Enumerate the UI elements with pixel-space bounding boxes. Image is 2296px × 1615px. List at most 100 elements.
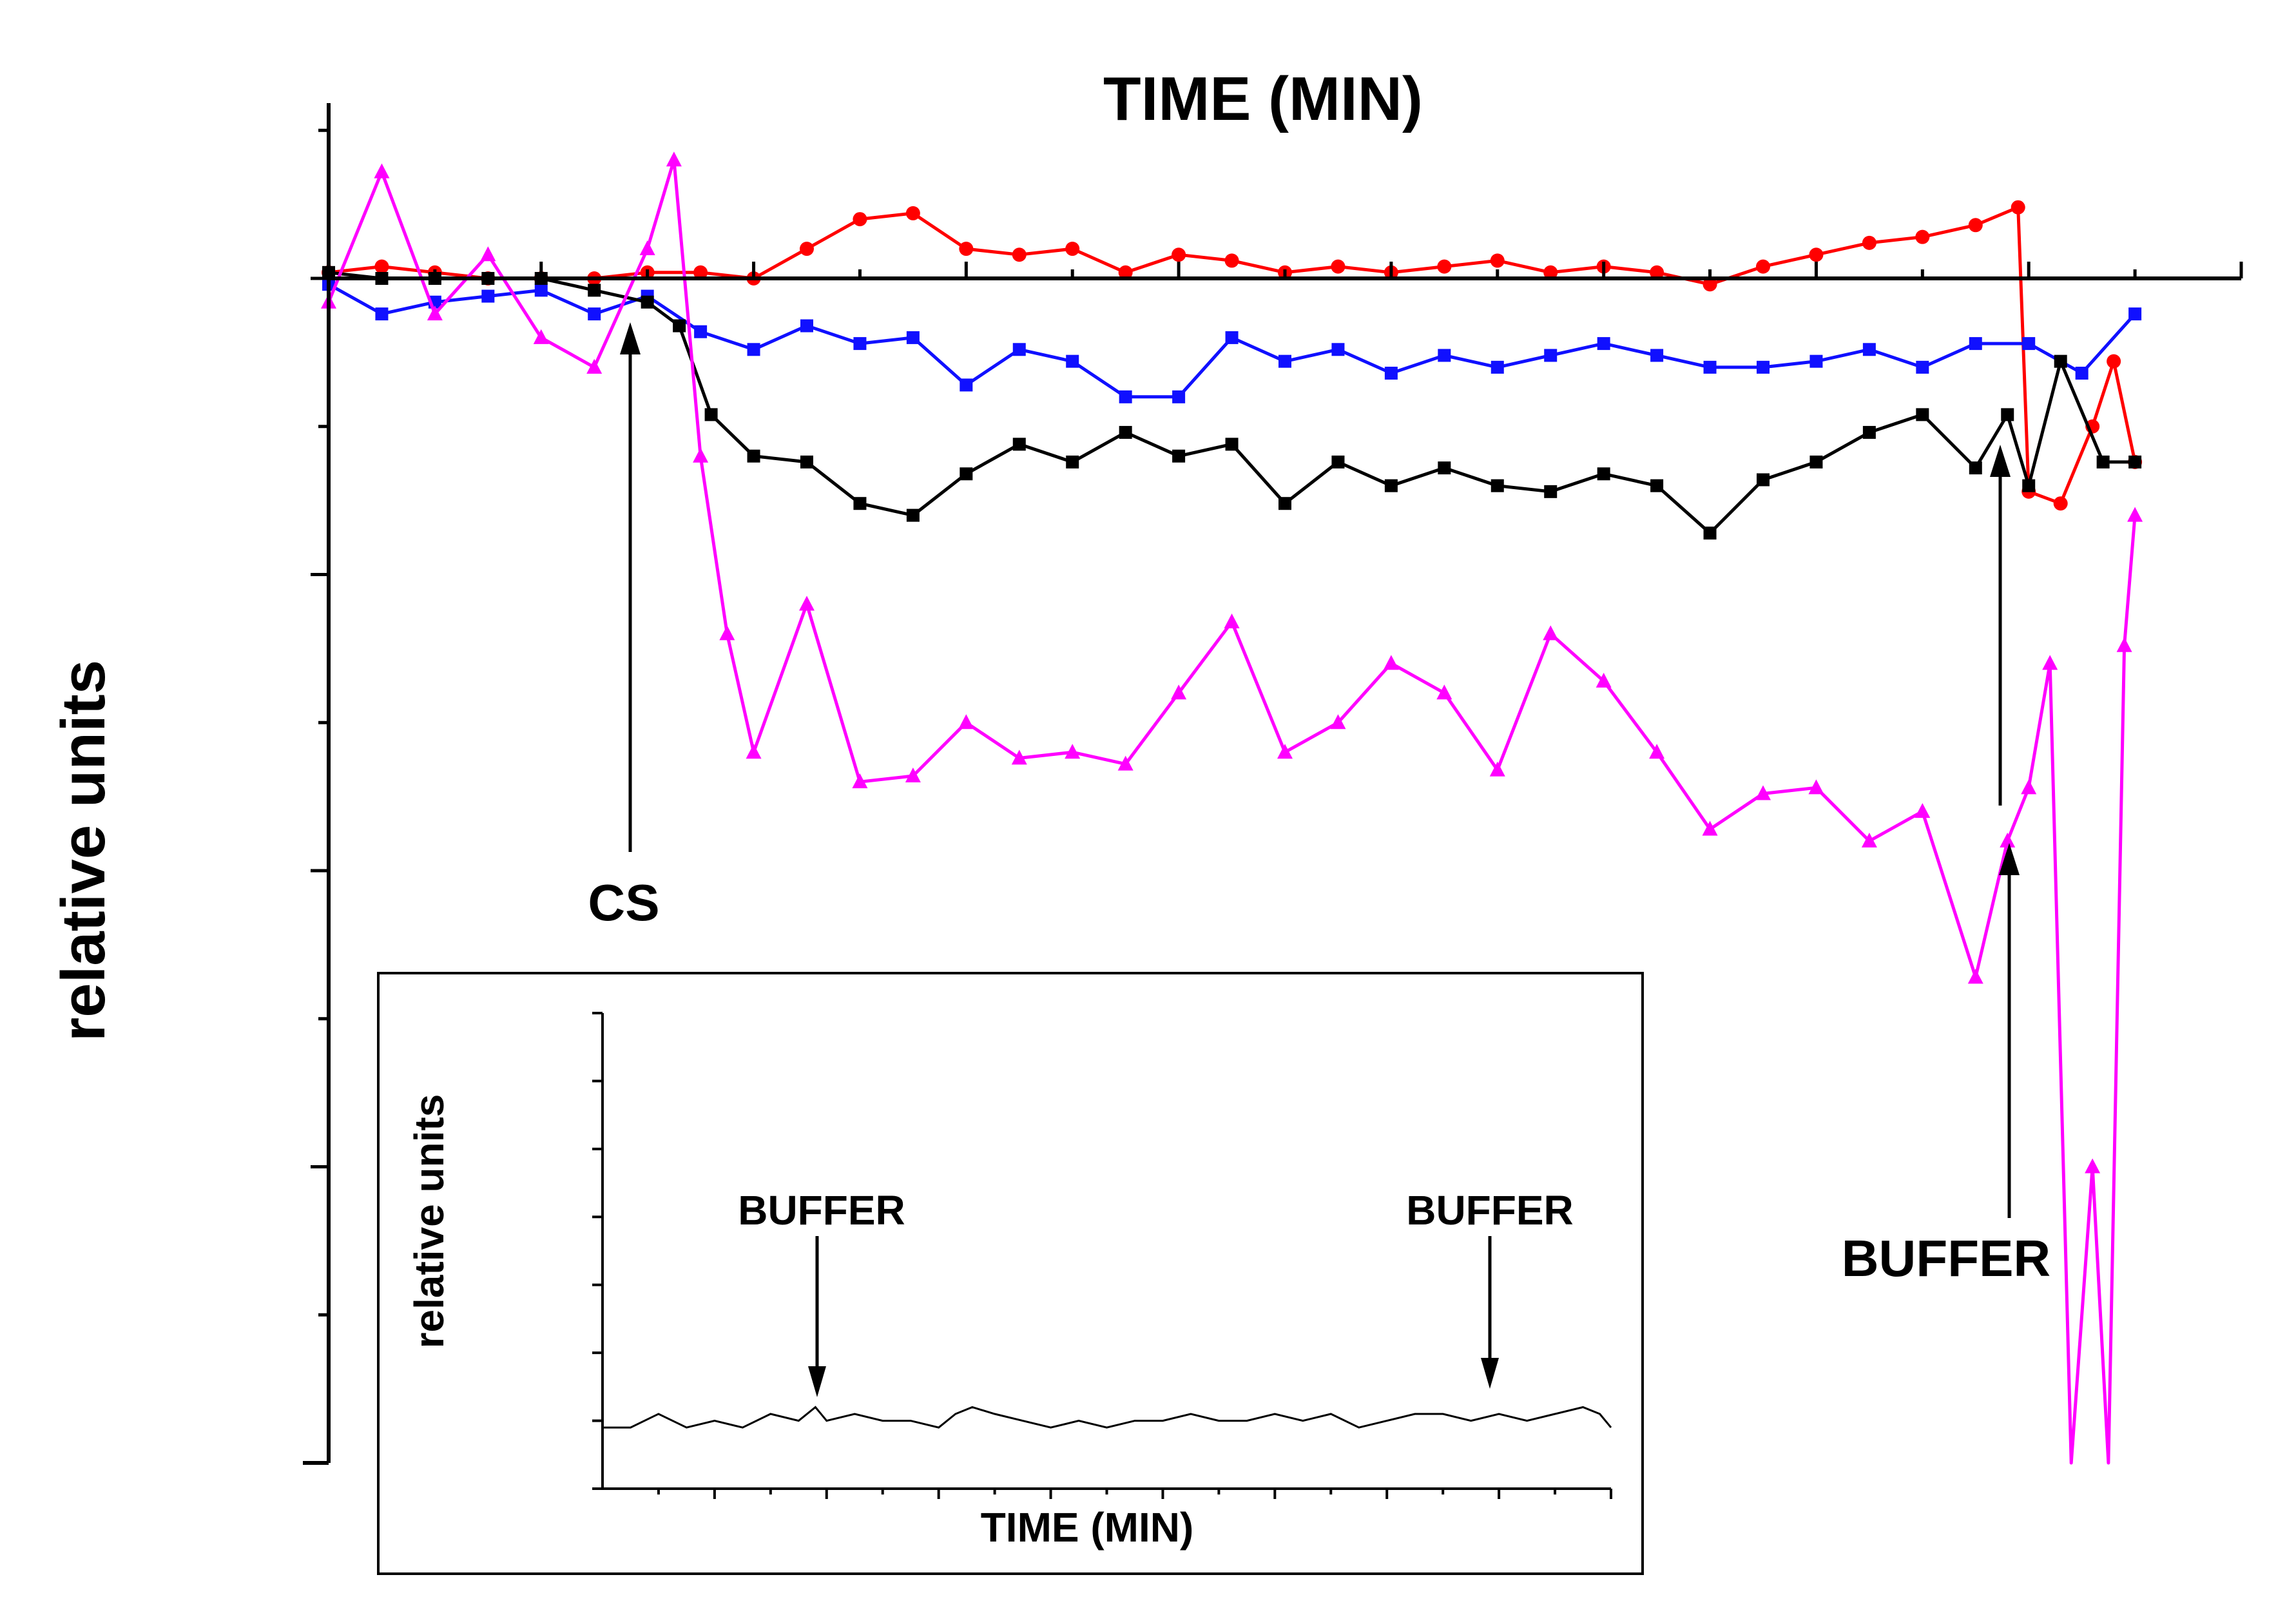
data-point-blue-squares-9	[800, 319, 813, 333]
data-point-red-circles-19	[1331, 259, 1346, 274]
data-point-magenta-triangles-18	[1171, 684, 1187, 700]
data-point-blue-squares-21	[1438, 349, 1451, 362]
data-point-blue-squares-30	[1916, 360, 1929, 374]
data-point-magenta-triangles-22	[1383, 655, 1399, 670]
data-point-magenta-triangles-3	[480, 246, 496, 262]
data-point-magenta-triangles-17	[1117, 755, 1134, 771]
data-point-blue-squares-12	[960, 378, 973, 392]
data-point-black-squares-31	[1916, 408, 1929, 421]
data-point-magenta-triangles-38	[2085, 1158, 2101, 1174]
series-black-squares	[322, 266, 2142, 540]
data-point-magenta-triangles-30	[1808, 779, 1824, 795]
data-point-black-squares-14	[1012, 438, 1026, 451]
data-point-magenta-triangles-21	[1330, 714, 1346, 730]
data-point-blue-squares-13	[1012, 343, 1026, 356]
inset-x-axis-title: TIME (MIN)	[981, 1504, 1194, 1551]
data-point-red-circles-9	[800, 242, 814, 256]
data-point-black-squares-26	[1650, 479, 1664, 492]
data-point-red-circles-36	[2107, 354, 2121, 369]
data-point-magenta-triangles-5	[586, 358, 603, 374]
main-series-group	[321, 151, 2143, 1465]
data-point-black-squares-20	[1331, 455, 1345, 469]
data-point-black-squares-30	[1862, 425, 1876, 439]
data-point-red-circles-30	[1915, 229, 1930, 244]
data-point-blue-squares-19	[1331, 343, 1345, 356]
data-point-blue-squares-32	[2022, 337, 2036, 351]
data-point-red-circles-32	[2011, 200, 2025, 215]
data-point-blue-squares-17	[1225, 331, 1239, 344]
data-point-blue-squares-29	[1862, 343, 1876, 356]
series-blue-squares	[322, 278, 2142, 403]
data-point-magenta-triangles-6	[639, 240, 655, 256]
data-point-magenta-triangles-25	[1543, 625, 1559, 641]
data-point-blue-squares-4	[534, 284, 548, 297]
data-point-red-circles-7	[693, 265, 708, 280]
data-point-magenta-triangles-12	[852, 773, 868, 789]
data-point-magenta-triangles-33	[1967, 969, 1983, 984]
data-point-black-squares-8	[704, 408, 718, 421]
data-point-magenta-triangles-2	[427, 305, 443, 321]
inset-buffer-label-2: BUFFER	[1406, 1187, 1574, 1233]
data-point-black-squares-35	[2054, 354, 2067, 368]
data-point-blue-squares-7	[694, 325, 708, 338]
annotation-buffer-main: BUFFER	[1842, 445, 2050, 1287]
data-point-red-circles-10	[853, 212, 867, 227]
data-point-red-circles-28	[1809, 247, 1824, 262]
inset-chart: TIME (MIN) relative units BUFFER BUFFER	[377, 972, 1644, 1575]
data-point-red-circles-23	[1543, 265, 1558, 280]
buffer-arrow-head-upper	[1990, 445, 2011, 477]
data-point-blue-squares-18	[1278, 354, 1291, 368]
data-point-red-circles-27	[1756, 259, 1770, 274]
data-point-black-squares-18	[1225, 438, 1239, 451]
data-point-blue-squares-31	[1969, 337, 1982, 351]
data-point-black-squares-24	[1544, 485, 1558, 498]
data-point-black-squares-5	[588, 284, 601, 297]
inset-buffer-label-1: BUFFER	[738, 1187, 905, 1233]
data-point-blue-squares-24	[1597, 337, 1610, 351]
data-point-red-circles-12	[959, 242, 974, 256]
data-point-black-squares-17	[1172, 449, 1186, 463]
data-point-blue-squares-22	[1490, 360, 1504, 374]
series-line-magenta-triangles	[327, 158, 2137, 1465]
data-point-black-squares-23	[1490, 479, 1504, 492]
data-point-red-circles-16	[1172, 247, 1186, 262]
data-point-red-circles-22	[1490, 253, 1505, 268]
data-point-magenta-triangles-28	[1702, 820, 1718, 836]
data-point-red-circles-17	[1224, 253, 1239, 268]
data-point-magenta-triangles-10	[746, 744, 762, 759]
inset-buffer-arrow-2-head	[1481, 1358, 1499, 1389]
data-point-red-circles-34	[2053, 496, 2068, 511]
data-point-black-squares-22	[1438, 461, 1451, 475]
data-point-magenta-triangles-1	[374, 163, 390, 179]
series-magenta-triangles	[321, 151, 2143, 1465]
data-point-red-circles-11	[905, 206, 920, 220]
data-point-blue-squares-15	[1119, 390, 1132, 403]
data-point-black-squares-27	[1703, 527, 1717, 540]
data-point-black-squares-11	[853, 497, 867, 510]
main-axes	[303, 103, 2243, 1465]
data-point-magenta-triangles-29	[1755, 785, 1771, 800]
data-point-red-circles-26	[1703, 277, 1717, 292]
data-point-black-squares-28	[1757, 473, 1770, 487]
data-point-red-circles-25	[1650, 265, 1664, 280]
inset-annotation-buffer-2: BUFFER	[1406, 1187, 1574, 1389]
data-point-blue-squares-27	[1757, 360, 1770, 374]
data-point-black-squares-10	[800, 455, 813, 469]
data-point-black-squares-25	[1597, 467, 1610, 481]
data-point-magenta-triangles-36	[2042, 655, 2058, 670]
inset-y-axis-title: relative units	[406, 1094, 452, 1349]
cs-label: CS	[588, 874, 659, 931]
data-point-blue-squares-33	[2075, 367, 2089, 380]
data-point-black-squares-7	[673, 319, 686, 333]
data-point-red-circles-14	[1065, 242, 1080, 256]
main-chart: TIME (MIN) relative units CS BUFFER	[49, 64, 2243, 1465]
data-point-blue-squares-11	[906, 331, 920, 344]
buffer-label-main: BUFFER	[1842, 1230, 2050, 1287]
annotation-cs: CS	[588, 322, 660, 931]
series-line-red-circles	[328, 206, 2137, 505]
data-point-red-circles-1	[374, 259, 389, 274]
data-point-magenta-triangles-31	[1861, 833, 1877, 848]
data-point-blue-squares-8	[747, 343, 760, 356]
data-point-black-squares-37	[2128, 455, 2142, 469]
data-point-magenta-triangles-16	[1065, 744, 1081, 759]
